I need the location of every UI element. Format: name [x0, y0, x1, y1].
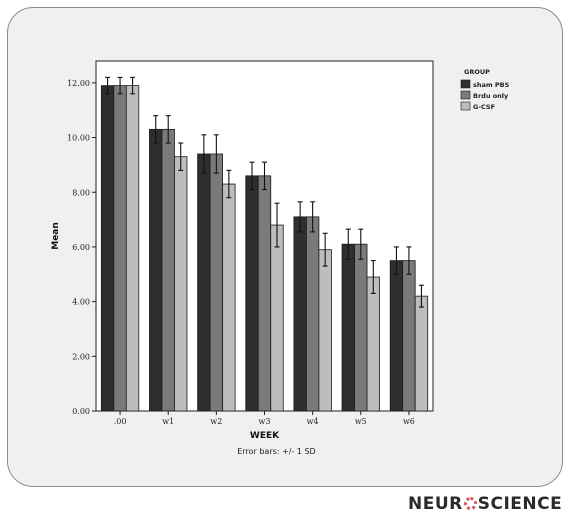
- neuroscience-logo: NEUR SCIENCE: [408, 494, 563, 514]
- bar-brdu-only-3: [257, 175, 272, 412]
- bar-g-csf-5: [366, 276, 380, 412]
- legend-swatch: [460, 79, 471, 89]
- bar-sham-pbs-1: [149, 128, 163, 412]
- x-tick-label: w4: [307, 417, 319, 426]
- legend-swatch: [460, 90, 471, 100]
- bar-brdu-only-2: [209, 153, 224, 412]
- y-tick-label: 8.00: [72, 188, 90, 197]
- bar-sham-pbs-4: [293, 216, 307, 412]
- legend-label: Brdu only: [473, 92, 509, 100]
- x-tick-label: w5: [355, 417, 367, 426]
- y-tick-label: 12.00: [67, 79, 90, 88]
- x-axis-title: WEEK: [250, 431, 280, 441]
- x-tick-label: w2: [210, 417, 222, 426]
- bar-g-csf-4: [318, 249, 332, 412]
- legend-label: sham PBS: [473, 81, 510, 89]
- bars-group: [100, 85, 429, 412]
- atom-logo-icon: [463, 497, 477, 510]
- bar-g-csf-1: [174, 156, 188, 412]
- legend-title: GROUP: [464, 68, 490, 76]
- x-tick-label: .00: [114, 417, 127, 426]
- y-tick-label: 6.00: [72, 243, 90, 252]
- bar-brdu-only-5: [354, 243, 368, 412]
- bar-sham-pbs-3: [245, 175, 259, 412]
- bar-sham-pbs-6: [389, 260, 404, 412]
- y-tick-label: 0.00: [72, 407, 90, 416]
- y-axis-title: Mean: [51, 222, 61, 250]
- bar-g-csf-6: [414, 295, 429, 412]
- bar-brdu-only-1: [161, 128, 175, 412]
- error-bars-group: [105, 76, 424, 308]
- bar-g-csf-2: [222, 183, 236, 412]
- bar-sham-pbs-5: [341, 243, 355, 412]
- bar-g-csf-3: [270, 224, 284, 412]
- bar-brdu-only-0: [113, 85, 127, 412]
- bar-brdu-only-6: [402, 260, 416, 412]
- x-axis: .00 w1 w2 w3 w4 w5 w6: [114, 411, 415, 426]
- y-axis: 0.00 2.00 4.00 6.00 8.00 10.00 12.00: [67, 79, 96, 416]
- x-tick-label: w1: [162, 417, 174, 426]
- y-tick-label: 10.00: [67, 134, 90, 143]
- x-tick-label: w3: [259, 417, 271, 426]
- y-tick-label: 4.00: [72, 298, 90, 307]
- error-bar-note: Error bars: +/- 1 SD: [237, 447, 315, 456]
- bar-g-csf-0: [125, 85, 140, 412]
- x-tick-label: w6: [403, 417, 415, 426]
- legend-swatch: [460, 101, 471, 111]
- legend-label: G-CSF: [473, 103, 495, 111]
- bar-sham-pbs-2: [197, 153, 211, 412]
- y-tick-label: 2.00: [72, 352, 90, 361]
- legend: GROUP sham PBS Brdu only G-CSF: [460, 68, 510, 111]
- bar-brdu-only-4: [305, 216, 320, 412]
- bar-sham-pbs-0: [100, 85, 115, 412]
